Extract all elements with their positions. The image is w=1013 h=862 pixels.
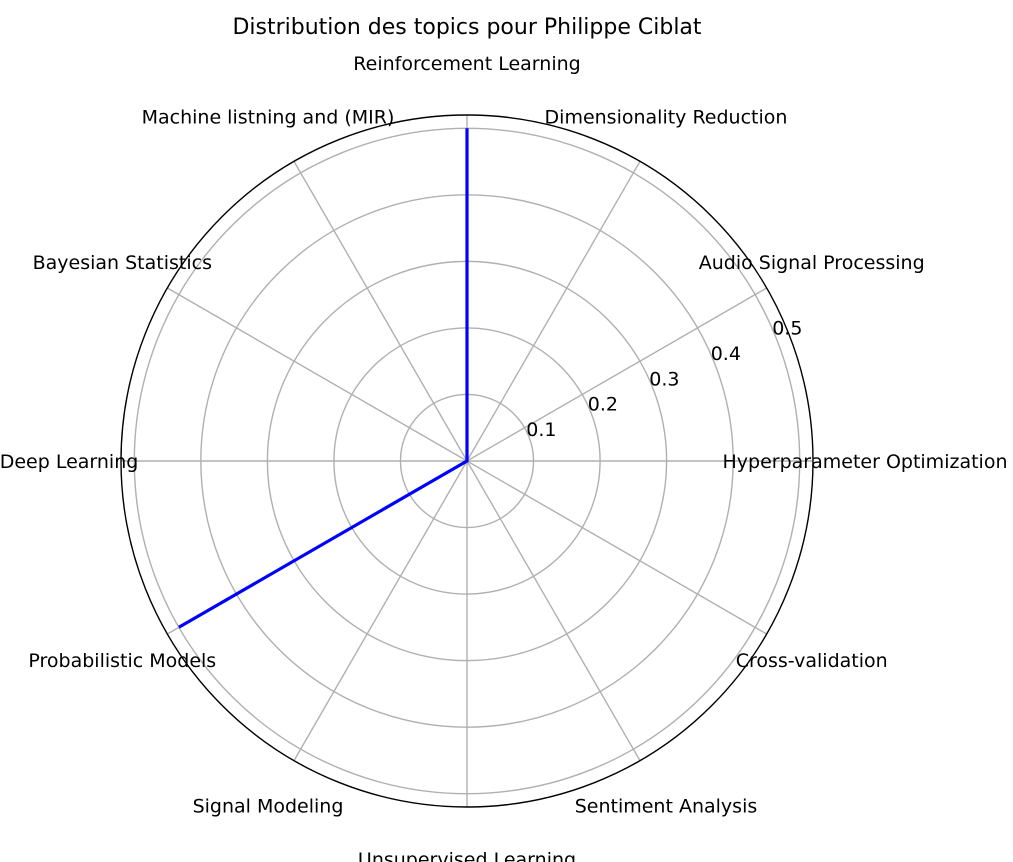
category-label: Probabilistic Models: [28, 650, 216, 672]
chart-title: Distribution des topics pour Philippe Ci…: [232, 15, 701, 40]
radial-tick-label: 0.5: [772, 317, 802, 339]
category-label: Bayesian Statistics: [33, 252, 212, 274]
radial-tick-label: 0.4: [711, 343, 741, 365]
category-label: Unsupervised Learning: [358, 849, 576, 862]
spoke-9: [293, 460, 468, 761]
category-label: Machine listning and (MIR): [142, 106, 395, 128]
category-label: Hyperparameter Optimization: [723, 451, 1008, 473]
category-label: Reinforcement Learning: [353, 53, 580, 75]
radial-tick-label: 0.3: [649, 368, 679, 390]
category-label: Cross-validation: [736, 650, 888, 672]
category-label: Audio Signal Processing: [699, 252, 925, 274]
radial-tick-label: 0.1: [526, 419, 556, 441]
spoke-2: [466, 287, 767, 462]
radial-tick-labels: 0.1 0.2 0.3 0.4 0.5: [526, 317, 802, 441]
category-label: Dimensionality Reduction: [545, 106, 788, 128]
spoke-3: [466, 161, 641, 462]
spoke-12: [466, 460, 767, 635]
radial-tick-label: 0.2: [588, 394, 618, 416]
spoke-5: [293, 161, 468, 462]
category-label: Sentiment Analysis: [575, 796, 758, 818]
spoke-6: [167, 287, 468, 462]
polar-frame: [120, 114, 814, 808]
series-line-1: [178, 128, 469, 629]
category-labels: Hyperparameter Optimization Audio Signal …: [0, 53, 1007, 862]
spoke-11: [466, 460, 641, 761]
category-label: Signal Modeling: [193, 796, 344, 818]
category-label: Deep Learning: [0, 451, 138, 473]
series-layer: [178, 128, 469, 629]
